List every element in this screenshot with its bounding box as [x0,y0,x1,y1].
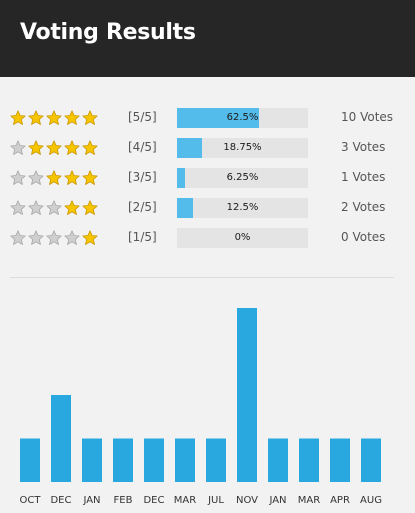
page-title: Voting Results [20,20,196,45]
percent-bar-fill [177,108,259,128]
vote-count: 1 Votes [341,170,386,184]
star-filled-icon [64,140,80,155]
monthly-votes-chart: OCT DEC JAN FEB DEC MAR JUL NOV JAN MAR APR AUG [20,308,382,506]
vote-count: 0 Votes [341,230,386,244]
star-filled-icon [46,110,62,125]
x-tick-label: MAR [174,495,196,506]
chart-bar [206,438,226,482]
star-filled-icon [64,110,80,125]
rating-row-4: [4/5] 18.75% 3 Votes [0,138,415,158]
star-filled-icon [82,170,98,185]
star-empty-icon [28,200,44,215]
vote-count: 3 Votes [341,140,386,154]
star-filled-icon [28,110,44,125]
chart-bar [20,438,40,482]
percent-text: 18.75% [223,142,262,153]
star-empty-icon [28,230,44,245]
x-tick-label: AUG [360,495,382,506]
chart-bar [330,438,350,482]
percent-text: 0% [234,232,251,243]
percent-bar: 18.75% [177,138,308,158]
percent-text: 6.25% [226,172,259,183]
star-filled-icon [46,170,62,185]
rating-row-1: [1/5] 0% 0 Votes [0,228,415,248]
star-empty-icon [10,170,26,185]
x-tick-label: JAN [268,495,286,506]
star-empty-icon [64,230,80,245]
chart-bar [361,438,381,482]
chart-bar [51,395,71,482]
star-rating [10,110,100,126]
x-tick-label: JAN [82,495,100,506]
percent-text: 12.5% [226,202,259,213]
x-tick-label: OCT [20,495,42,506]
star-empty-icon [10,230,26,245]
star-filled-icon [46,140,62,155]
percent-bar: 6.25% [177,168,308,188]
rating-label: [3/5] [128,170,157,184]
star-filled-icon [64,200,80,215]
x-tick-label: JUL [207,495,224,506]
percent-bar-fill [177,168,186,188]
star-rating [10,170,100,186]
x-tick-label: FEB [114,495,133,506]
x-tick-label: NOV [236,495,258,506]
percent-bar-fill [177,138,202,158]
star-empty-icon [46,230,62,245]
header-bar: Voting Results [0,0,415,77]
star-filled-icon [64,170,80,185]
percent-text: 62.5% [226,112,259,123]
rating-label: [4/5] [128,140,157,154]
percent-bar: 12.5% [177,198,308,218]
chart-bar [113,438,133,482]
star-empty-icon [10,200,26,215]
star-rating [10,200,100,216]
x-tick-label: APR [330,495,350,506]
chart-bar [82,438,102,482]
x-tick-label: DEC [50,495,71,506]
chart-bar [144,438,164,482]
star-filled-icon [82,230,98,245]
star-filled-icon [82,200,98,215]
section-divider [10,277,394,278]
chart-bar [237,308,257,482]
vote-count: 10 Votes [341,110,394,124]
vote-count: 2 Votes [341,200,386,214]
star-empty-icon [28,170,44,185]
star-filled-icon [82,110,98,125]
star-filled-icon [82,140,98,155]
star-empty-icon [10,140,26,155]
rating-label: [5/5] [128,110,157,124]
chart-bar [175,438,195,482]
rating-row-3: [3/5] 6.25% 1 Votes [0,168,415,188]
star-filled-icon [10,110,26,125]
rating-row-2: [2/5] 12.5% 2 Votes [0,198,415,218]
chart-bar [268,438,288,482]
rating-label: [1/5] [128,230,157,244]
percent-bar: 0% [177,228,308,248]
x-tick-label: DEC [143,495,164,506]
rating-row-5: [5/5] 62.5% 10 Votes [0,108,415,128]
percent-bar-fill [177,198,194,218]
rating-label: [2/5] [128,200,157,214]
x-tick-label: MAR [298,495,320,506]
star-filled-icon [28,140,44,155]
chart-bar [299,438,319,482]
star-rating [10,230,100,246]
star-empty-icon [46,200,62,215]
percent-bar: 62.5% [177,108,308,128]
star-rating [10,140,100,156]
